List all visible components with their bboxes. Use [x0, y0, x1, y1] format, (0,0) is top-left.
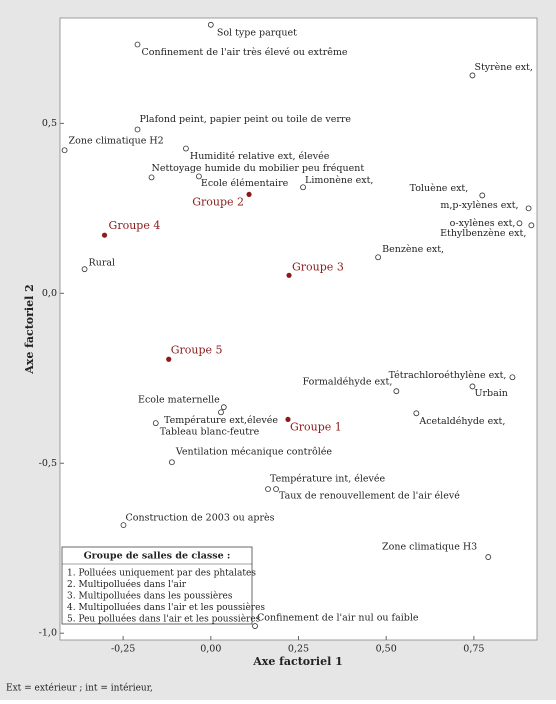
x-tick-label: 0,25: [288, 644, 309, 655]
y-tick-label: 0,0: [42, 288, 57, 299]
point-label: Taux de renouvellement de l'air élevé: [279, 491, 460, 502]
point-label: Limonène ext,: [305, 175, 373, 186]
point-label: Styrène ext,: [474, 62, 532, 73]
legend-item: 4. Multipolluées dans l'air et les pouss…: [67, 602, 265, 613]
point: [207, 21, 214, 28]
point: [218, 409, 224, 416]
point: [134, 126, 141, 133]
plot-area: [59, 17, 538, 641]
point-label: Ethylbenzène ext,: [440, 228, 526, 239]
y-tick-label: -0,5: [39, 458, 57, 469]
point-label: Ecole maternelle: [138, 395, 220, 406]
point-label: Ecole élémentaire: [201, 178, 289, 189]
point: [61, 147, 68, 154]
point: [148, 174, 155, 181]
point: [528, 222, 535, 229]
group-label: Groupe 5: [171, 343, 223, 356]
point-label: Tableau blanc-feutre: [160, 427, 260, 438]
point-label: o-xylènes ext,: [450, 218, 516, 229]
point-label: Tétrachloroéthylène ext,: [389, 370, 507, 381]
point-label: Toluène ext,: [410, 183, 469, 194]
point-label: Zone climatique H2: [69, 136, 164, 147]
point-label: Construction de 2003 ou après: [125, 513, 274, 524]
group-label: Groupe 3: [292, 260, 344, 273]
point-label: Confinement de l'air très élevé ou extrê…: [142, 47, 348, 58]
y-tick-label: 0,5: [42, 118, 57, 129]
point-label: Benzène ext,: [382, 244, 444, 255]
y-tick-label: -1,0: [39, 628, 57, 639]
point: [252, 623, 258, 629]
point: [195, 173, 202, 180]
group-point: [101, 232, 108, 238]
x-tick-label: 0,00: [200, 644, 221, 655]
point-label: Nettoyage humide du mobilier peu fréquen…: [152, 163, 365, 174]
x-tick-label: 0,75: [463, 644, 484, 655]
point: [469, 72, 476, 79]
point-label: Température int, élevée: [270, 474, 386, 485]
group-point: [166, 356, 172, 362]
point: [134, 41, 141, 48]
legend-item: 3. Multipolluées dans les poussières: [67, 591, 233, 602]
legend-item: 5. Peu polluées dans l'air et les poussi…: [67, 614, 261, 625]
group-label: Groupe 4: [109, 219, 161, 232]
point: [525, 205, 532, 212]
point: [152, 420, 159, 427]
point: [273, 486, 279, 492]
group-point: [246, 191, 252, 198]
point: [265, 486, 271, 492]
point-label: Formaldéhyde ext,: [303, 377, 393, 388]
point: [300, 184, 306, 191]
point-label: Confinement de l'air nul ou faible: [257, 613, 419, 624]
x-tick-label: -0,25: [111, 644, 135, 655]
point: [220, 404, 227, 411]
point-label: Rural: [89, 258, 116, 269]
point: [375, 254, 382, 261]
group-label: Groupe 2: [192, 195, 244, 208]
point: [485, 554, 492, 560]
point-label: Température ext,élevée: [164, 415, 278, 426]
point-label: Ventilation mécanique contrôlée: [175, 447, 333, 458]
point: [516, 220, 523, 227]
point-label: Humidité relative ext, élevée: [190, 151, 330, 162]
point: [183, 145, 189, 152]
x-tick-label: 0,50: [376, 644, 397, 655]
point: [479, 192, 486, 199]
footnote: Ext = extérieur ; int = intérieur,: [6, 683, 153, 694]
point-label: Zone climatique H3: [382, 542, 477, 553]
legend-item: 2. Multipolluées dans l'air: [67, 579, 187, 590]
group-point: [286, 272, 292, 278]
point: [509, 374, 516, 381]
point: [413, 410, 420, 417]
legend-item: 1. Polluées uniquement par des phtalates: [67, 568, 256, 579]
point: [120, 522, 127, 529]
x-axis-title: Axe factoriel 1: [252, 655, 343, 668]
point-label: Urbain: [474, 388, 507, 399]
group-point: [285, 416, 291, 423]
point-label: Sol type parquet: [217, 27, 297, 38]
point-label: Acetaldéhyde ext,: [418, 416, 505, 427]
point-label: Plafond peint, papier peint ou toile de …: [140, 114, 352, 125]
point: [168, 459, 175, 466]
point-label: m,p-xylènes ext,: [440, 200, 518, 211]
point: [393, 388, 400, 395]
group-label: Groupe 1: [290, 420, 342, 433]
y-axis-title: Axe factoriel 2: [23, 284, 36, 375]
point: [81, 266, 88, 273]
point: [469, 383, 476, 390]
legend-title: Groupe de salles de classe :: [84, 551, 231, 562]
legend-box: [61, 546, 253, 625]
